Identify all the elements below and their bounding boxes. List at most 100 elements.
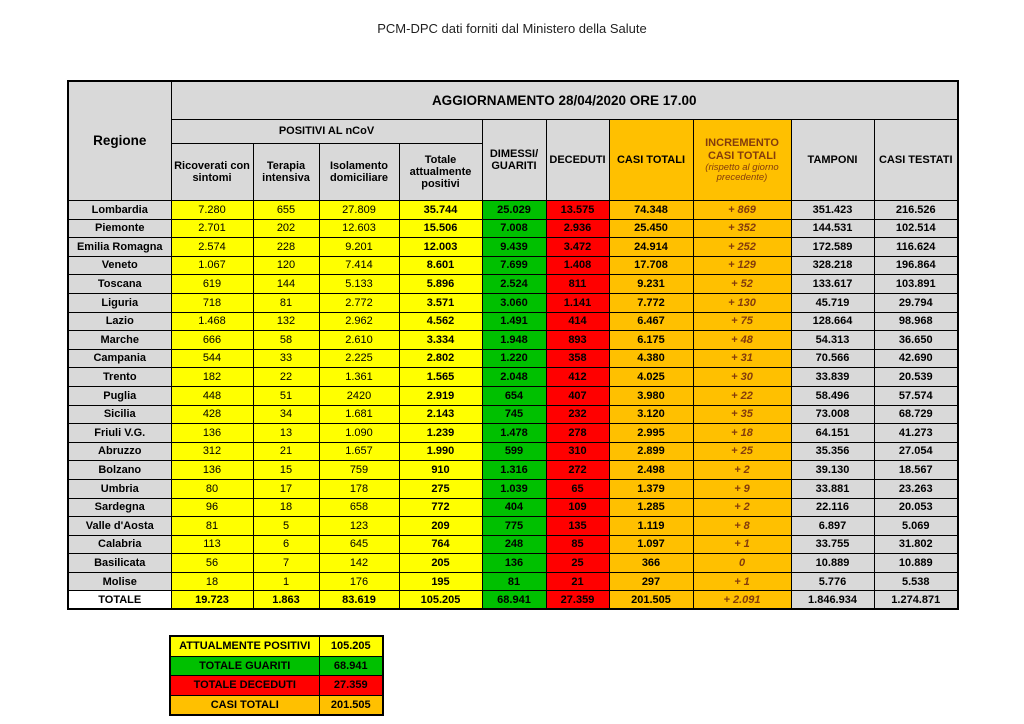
region-row: Veneto 1.067 120 7.414 8.601 7.699 1.408 17.708…	[67, 255, 959, 276]
total-value-cell: 105.205	[398, 590, 483, 610]
value-cell: 7.772	[608, 292, 694, 313]
value-cell: 7.008	[481, 218, 547, 239]
value-cell: 428	[170, 404, 254, 425]
value-cell: 312	[170, 441, 254, 462]
value-cell: 666	[170, 330, 254, 350]
value-cell: 58	[252, 330, 320, 350]
header-ricoverati: Ricoverati con sintomi	[170, 143, 254, 201]
value-cell: 176	[318, 571, 400, 592]
region-row: Molise 18 1 176 195 81 21 297 + 1 5.776 5.538	[67, 571, 959, 592]
value-cell: 645	[318, 534, 400, 555]
value-cell: 1.316	[481, 460, 547, 480]
value-cell: 2.701	[170, 218, 254, 239]
value-cell: 228	[252, 237, 320, 257]
value-cell: 2.936	[545, 218, 610, 239]
value-cell: 98.968	[873, 311, 959, 332]
value-cell: 5.776	[790, 571, 875, 592]
value-cell: 910	[398, 460, 483, 480]
value-cell: + 9	[692, 478, 792, 499]
value-cell: + 35	[692, 404, 792, 425]
value-cell: 5.896	[398, 274, 483, 294]
value-cell: 64.151	[790, 423, 875, 443]
header-terapia-intensiva: Terapia intensiva	[252, 143, 320, 201]
value-cell: 56	[170, 553, 254, 573]
value-cell: 113	[170, 534, 254, 555]
region-name-cell: Marche	[67, 330, 172, 350]
header-incremento: INCREMENTO CASI TOTALI (rispetto al gior…	[692, 119, 792, 201]
region-name-cell: Bolzano	[67, 460, 172, 480]
value-cell: 5.069	[873, 516, 959, 536]
summary-label-cell: TOTALE GUARITI	[169, 655, 320, 676]
table-body: Lombardia 7.280 655 27.809 35.744 25.029 13.57…	[67, 200, 959, 610]
region-name-cell: Umbria	[67, 478, 172, 499]
total-row: TOTALE 19.723 1.863 83.619 105.205 68.941 27.3…	[67, 590, 959, 610]
region-name-cell: Campania	[67, 348, 172, 369]
value-cell: 54.313	[790, 330, 875, 350]
region-name-cell: Puglia	[67, 385, 172, 406]
value-cell: 3.571	[398, 292, 483, 313]
value-cell: 23.263	[873, 478, 959, 499]
value-cell: 15	[252, 460, 320, 480]
value-cell: 15.506	[398, 218, 483, 239]
value-cell: 3.980	[608, 385, 694, 406]
region-row: Sicilia 428 34 1.681 2.143 745 232 3.120 + 35 73.…	[67, 404, 959, 425]
value-cell: 1	[252, 571, 320, 592]
region-row: Abruzzo 312 21 1.657 1.990 599 310 2.899 + 25 35.…	[67, 441, 959, 462]
value-cell: 8.601	[398, 255, 483, 276]
value-cell: 70.566	[790, 348, 875, 369]
value-cell: 2.802	[398, 348, 483, 369]
value-cell: 120	[252, 255, 320, 276]
value-cell: 172.589	[790, 237, 875, 257]
value-cell: 7	[252, 553, 320, 573]
value-cell: 1.565	[398, 367, 483, 387]
value-cell: 1.948	[481, 330, 547, 350]
value-cell: 96	[170, 497, 254, 518]
region-row: Toscana 619 144 5.133 5.896 2.524 811 9.231 + 52…	[67, 274, 959, 294]
value-cell: 2.225	[318, 348, 400, 369]
value-cell: 35.744	[398, 200, 483, 220]
region-name-cell: Sicilia	[67, 404, 172, 425]
value-cell: 58.496	[790, 385, 875, 406]
value-cell: 3.334	[398, 330, 483, 350]
value-cell: 893	[545, 330, 610, 350]
region-row: Lazio 1.468 132 2.962 4.562 1.491 414 6.467 + 75…	[67, 311, 959, 332]
value-cell: 144	[252, 274, 320, 294]
value-cell: 278	[545, 423, 610, 443]
value-cell: 654	[481, 385, 547, 406]
value-cell: 745	[481, 404, 547, 425]
value-cell: 202	[252, 218, 320, 239]
value-cell: 25.450	[608, 218, 694, 239]
value-cell: 3.472	[545, 237, 610, 257]
value-cell: 6	[252, 534, 320, 555]
value-cell: 29.794	[873, 292, 959, 313]
value-cell: 7.699	[481, 255, 547, 276]
value-cell: 39.130	[790, 460, 875, 480]
header-totale-positivi: Totale attualmente positivi	[398, 143, 483, 201]
value-cell: 12.603	[318, 218, 400, 239]
value-cell: + 252	[692, 237, 792, 257]
value-cell: 81	[481, 571, 547, 592]
value-cell: + 31	[692, 348, 792, 369]
region-name-cell: Sardegna	[67, 497, 172, 518]
region-row: Marche 666 58 2.610 3.334 1.948 893 6.175 + 48 54…	[67, 330, 959, 350]
value-cell: 128.664	[790, 311, 875, 332]
value-cell: 209	[398, 516, 483, 536]
region-row: Liguria 718 81 2.772 3.571 3.060 1.141 7.772 + 1…	[67, 292, 959, 313]
value-cell: 3.060	[481, 292, 547, 313]
value-cell: 20.053	[873, 497, 959, 518]
value-cell: 328.218	[790, 255, 875, 276]
value-cell: 5.538	[873, 571, 959, 592]
value-cell: 414	[545, 311, 610, 332]
header-dimessi-guariti: DIMESSI/ GUARITI	[481, 119, 547, 201]
value-cell: 35.356	[790, 441, 875, 462]
value-cell: 216.526	[873, 200, 959, 220]
value-cell: 22	[252, 367, 320, 387]
value-cell: 1.067	[170, 255, 254, 276]
value-cell: + 75	[692, 311, 792, 332]
value-cell: 74.348	[608, 200, 694, 220]
header-isolamento: Isolamento domiciliare	[318, 143, 400, 201]
value-cell: 2.919	[398, 385, 483, 406]
value-cell: 10.889	[873, 553, 959, 573]
value-cell: 1.408	[545, 255, 610, 276]
value-cell: 102.514	[873, 218, 959, 239]
